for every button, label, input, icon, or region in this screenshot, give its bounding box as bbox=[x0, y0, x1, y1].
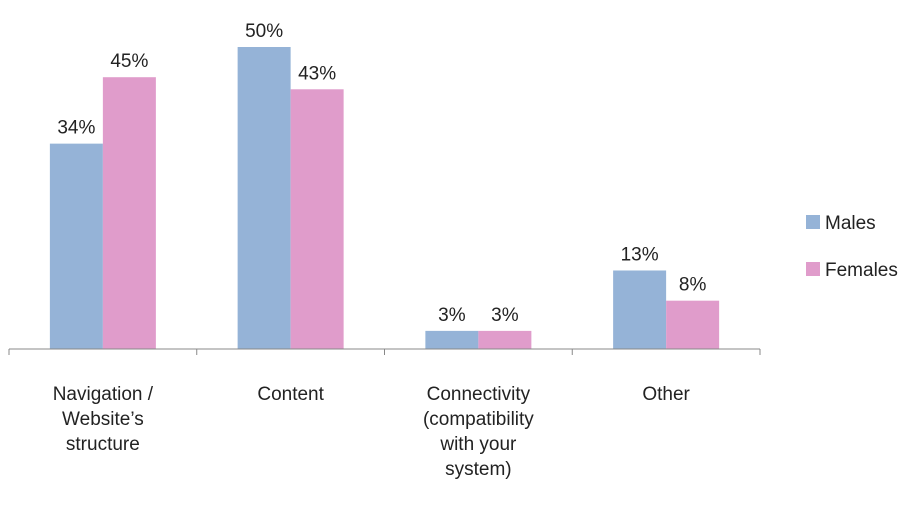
x-axis bbox=[8, 348, 761, 355]
category-labels-group: Navigation / Website’s structure Content Con… bbox=[53, 384, 691, 480]
value-label-females-3: 8% bbox=[679, 275, 707, 296]
category-label-line: system) bbox=[445, 459, 512, 480]
bar-males-0 bbox=[49, 143, 103, 349]
legend: Males Females bbox=[806, 213, 898, 281]
bar-males-3 bbox=[613, 270, 667, 349]
bar-females-3 bbox=[666, 300, 720, 349]
legend-label-males: Males bbox=[825, 213, 876, 234]
value-label-males-3: 13% bbox=[621, 244, 659, 265]
bar-females-2 bbox=[478, 330, 532, 349]
category-label-line: Navigation / bbox=[53, 384, 154, 405]
value-label-males-0: 34% bbox=[57, 118, 95, 139]
legend-swatch-males bbox=[806, 215, 820, 229]
value-label-males-2: 3% bbox=[438, 305, 466, 326]
category-label-1: Content bbox=[257, 384, 324, 405]
value-label-females-2: 3% bbox=[491, 305, 519, 326]
category-label-line: structure bbox=[66, 434, 140, 455]
value-labels-group: 34% 45% 50% 43% 3% 3% 13% 8% bbox=[57, 21, 706, 326]
category-label-2: Connectivity (compatibility with your syste… bbox=[423, 384, 534, 480]
bar-females-0 bbox=[102, 77, 156, 349]
category-label-3: Other bbox=[642, 384, 690, 405]
bars-group bbox=[49, 47, 720, 349]
category-label-0: Navigation / Website’s structure bbox=[53, 384, 154, 455]
legend-swatch-females bbox=[806, 262, 820, 276]
category-label-line: (compatibility bbox=[423, 409, 534, 430]
category-label-line: Content bbox=[257, 384, 324, 405]
category-label-line: Website’s bbox=[62, 409, 144, 430]
bar-males-2 bbox=[425, 330, 479, 349]
value-label-males-1: 50% bbox=[245, 21, 283, 42]
value-label-females-0: 45% bbox=[110, 51, 148, 72]
category-label-line: Other bbox=[642, 384, 690, 405]
value-label-females-1: 43% bbox=[298, 63, 336, 84]
legend-label-females: Females bbox=[825, 260, 898, 281]
category-label-line: with your bbox=[439, 434, 517, 455]
category-label-line: Connectivity bbox=[427, 384, 531, 405]
bar-males-1 bbox=[237, 47, 291, 349]
bar-females-1 bbox=[290, 89, 344, 349]
